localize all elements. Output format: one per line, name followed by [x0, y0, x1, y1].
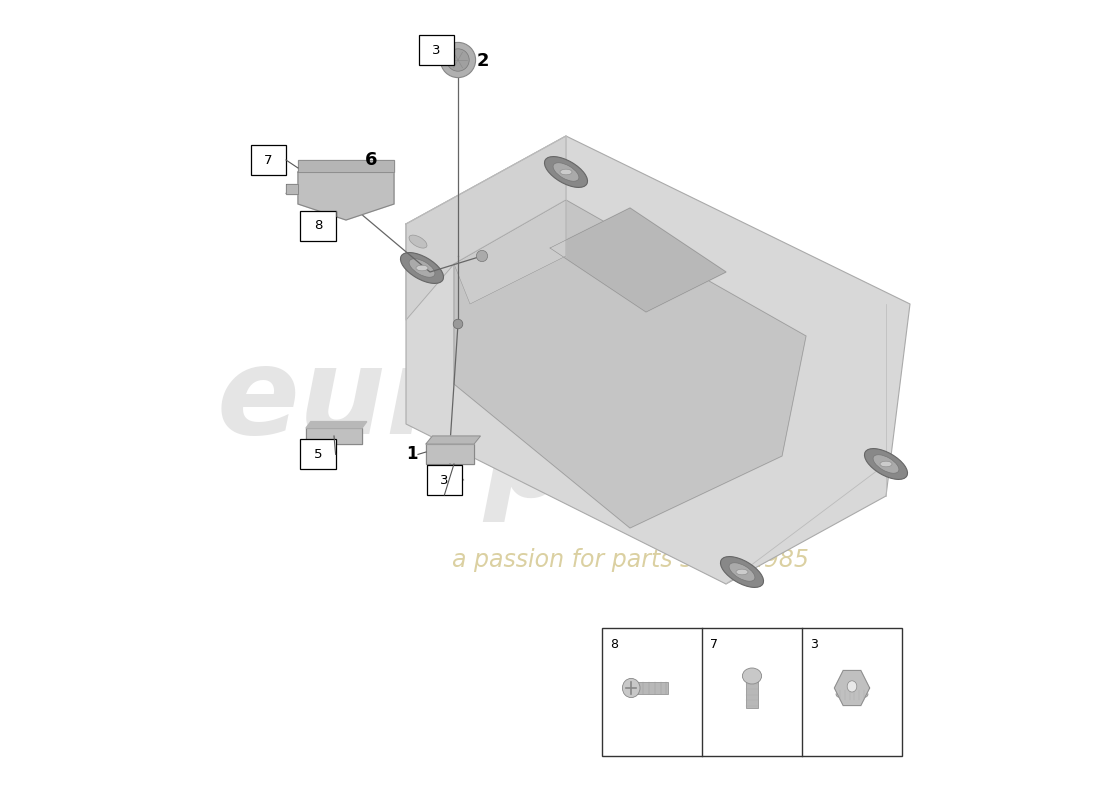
- Ellipse shape: [736, 570, 748, 575]
- Bar: [300, 210, 336, 241]
- Ellipse shape: [409, 235, 427, 248]
- Polygon shape: [286, 188, 298, 194]
- Text: 3: 3: [810, 638, 818, 650]
- Ellipse shape: [409, 258, 434, 278]
- Ellipse shape: [873, 454, 899, 474]
- Text: 2: 2: [476, 52, 488, 70]
- Bar: [747, 680, 758, 708]
- Text: 3: 3: [440, 474, 449, 486]
- Text: 3: 3: [432, 44, 441, 57]
- Polygon shape: [298, 160, 394, 172]
- Ellipse shape: [865, 449, 907, 479]
- Ellipse shape: [880, 461, 892, 467]
- Polygon shape: [454, 200, 566, 304]
- Bar: [602, 628, 902, 756]
- Text: 7: 7: [710, 638, 718, 650]
- Ellipse shape: [416, 266, 428, 270]
- Polygon shape: [550, 208, 726, 312]
- Text: 1: 1: [406, 446, 418, 463]
- Text: 7: 7: [264, 154, 273, 166]
- Polygon shape: [306, 422, 366, 428]
- Bar: [635, 682, 668, 694]
- Circle shape: [440, 42, 475, 78]
- Polygon shape: [426, 444, 474, 464]
- Ellipse shape: [729, 562, 755, 582]
- Bar: [427, 465, 462, 495]
- Text: 5: 5: [314, 448, 322, 461]
- Ellipse shape: [400, 253, 443, 283]
- Text: a passion for parts since 1985: a passion for parts since 1985: [452, 548, 808, 572]
- Bar: [419, 35, 454, 66]
- Circle shape: [453, 319, 463, 329]
- Circle shape: [476, 250, 487, 262]
- Ellipse shape: [836, 689, 868, 700]
- Circle shape: [447, 49, 470, 71]
- Ellipse shape: [623, 678, 640, 698]
- Polygon shape: [306, 428, 362, 444]
- Ellipse shape: [742, 668, 761, 684]
- Polygon shape: [835, 670, 870, 706]
- Polygon shape: [286, 184, 298, 194]
- Ellipse shape: [560, 170, 572, 174]
- Ellipse shape: [847, 681, 857, 692]
- Bar: [300, 439, 336, 470]
- Text: 8: 8: [314, 219, 322, 232]
- Text: 6: 6: [364, 151, 377, 169]
- Ellipse shape: [544, 157, 587, 187]
- Text: euro: euro: [217, 342, 531, 458]
- Polygon shape: [454, 200, 806, 528]
- Polygon shape: [406, 136, 566, 320]
- Polygon shape: [426, 436, 481, 444]
- Text: 8: 8: [610, 638, 618, 650]
- Bar: [251, 145, 286, 175]
- Polygon shape: [298, 172, 394, 220]
- Ellipse shape: [720, 557, 763, 587]
- Text: pees: pees: [483, 406, 808, 522]
- Polygon shape: [406, 136, 910, 584]
- Ellipse shape: [553, 162, 579, 182]
